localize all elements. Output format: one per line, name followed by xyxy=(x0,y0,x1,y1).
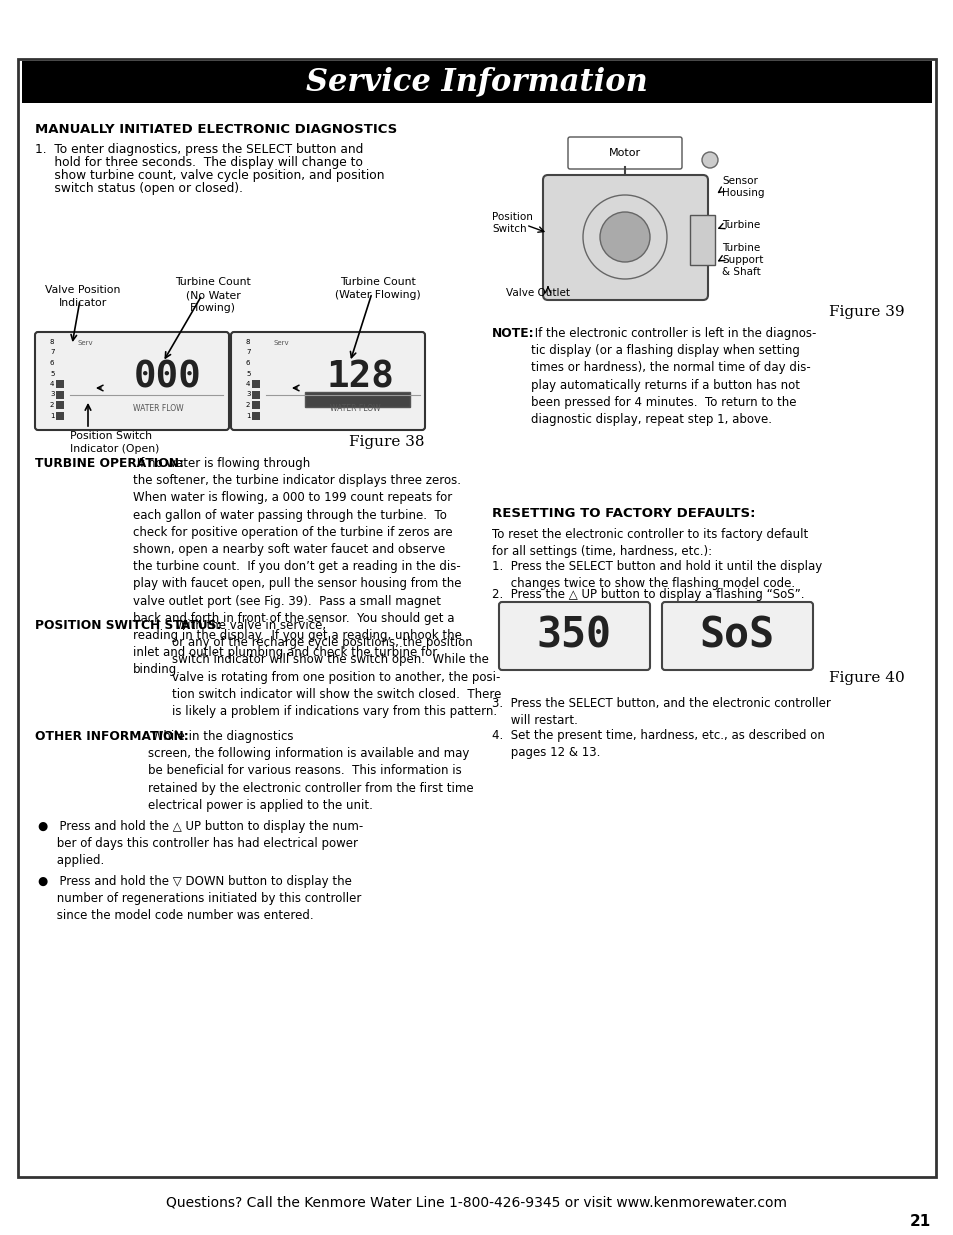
Text: 4.  Set the present time, hardness, etc., as described on
     pages 12 & 13.: 4. Set the present time, hardness, etc.,… xyxy=(492,729,824,760)
Text: Serv: Serv xyxy=(274,340,290,346)
Text: ●   Press and hold the ▽ DOWN button to display the
     number of regenerations: ● Press and hold the ▽ DOWN button to di… xyxy=(38,876,361,923)
Text: If no water is flowing through
the softener, the turbine indicator displays thre: If no water is flowing through the softe… xyxy=(132,457,461,677)
Text: 7: 7 xyxy=(246,350,251,356)
Text: 128: 128 xyxy=(326,359,394,396)
FancyBboxPatch shape xyxy=(18,59,935,1177)
Text: Sensor
Housing: Sensor Housing xyxy=(721,175,763,198)
Text: ●   Press and hold the △ UP button to display the num-
     ber of days this con: ● Press and hold the △ UP button to disp… xyxy=(38,820,363,867)
Text: 3: 3 xyxy=(246,391,251,398)
Text: 1.  To enter diagnostics, press the SELECT button and: 1. To enter diagnostics, press the SELEC… xyxy=(35,143,363,156)
Text: MANUALLY INITIATED ELECTRONIC DIAGNOSTICS: MANUALLY INITIATED ELECTRONIC DIAGNOSTIC… xyxy=(35,124,396,136)
Text: Service Information: Service Information xyxy=(306,67,647,98)
FancyBboxPatch shape xyxy=(498,601,649,671)
FancyBboxPatch shape xyxy=(661,601,812,671)
Text: WATER FLOW: WATER FLOW xyxy=(132,404,183,412)
Bar xyxy=(56,411,64,420)
Bar xyxy=(56,380,64,388)
Text: Figure 38: Figure 38 xyxy=(349,435,424,450)
Text: 6: 6 xyxy=(246,359,251,366)
Circle shape xyxy=(701,152,718,168)
Text: Turbine Count
(Water Flowing): Turbine Count (Water Flowing) xyxy=(335,277,420,300)
Bar xyxy=(689,215,714,266)
Text: OTHER INFORMATION:: OTHER INFORMATION: xyxy=(35,730,189,743)
Text: RESETTING TO FACTORY DEFAULTS:: RESETTING TO FACTORY DEFAULTS: xyxy=(492,508,755,520)
Text: 3: 3 xyxy=(50,391,54,398)
Bar xyxy=(305,391,410,408)
Text: 5: 5 xyxy=(246,370,250,377)
Bar xyxy=(252,411,260,420)
Text: 2: 2 xyxy=(246,403,250,408)
Text: With the valve in service,
or any of the recharge cycle positions, the position
: With the valve in service, or any of the… xyxy=(172,619,501,718)
Text: 000: 000 xyxy=(134,359,202,396)
Text: If the electronic controller is left in the diagnos-
tic display (or a flashing : If the electronic controller is left in … xyxy=(531,327,816,426)
Text: Turbine Count
(No Water
Flowing): Turbine Count (No Water Flowing) xyxy=(175,277,251,314)
Text: 3.  Press the SELECT button, and the electronic controller
     will restart.: 3. Press the SELECT button, and the elec… xyxy=(492,697,830,727)
Bar xyxy=(56,401,64,409)
Text: Questions? Call the Kenmore Water Line 1-800-426-9345 or visit www.kenmorewater.: Questions? Call the Kenmore Water Line 1… xyxy=(167,1195,786,1210)
Text: SoS: SoS xyxy=(699,615,774,657)
Text: 2: 2 xyxy=(50,403,54,408)
Circle shape xyxy=(599,212,649,262)
Text: switch status (open or closed).: switch status (open or closed). xyxy=(35,182,243,195)
Text: 2.  Press the △ UP button to display a flashing “SoS”.: 2. Press the △ UP button to display a fl… xyxy=(492,588,803,601)
Text: 21: 21 xyxy=(908,1214,929,1229)
Bar xyxy=(56,390,64,399)
Text: 1: 1 xyxy=(246,412,251,419)
Text: 4: 4 xyxy=(246,382,250,387)
Text: Valve Outlet: Valve Outlet xyxy=(505,288,569,298)
Text: 1: 1 xyxy=(50,412,54,419)
FancyBboxPatch shape xyxy=(542,175,707,300)
Text: Figure 39: Figure 39 xyxy=(828,305,904,319)
Text: Valve Position
Indicator: Valve Position Indicator xyxy=(45,285,121,309)
Text: Turbine
Support
& Shaft: Turbine Support & Shaft xyxy=(721,242,762,278)
Text: Serv: Serv xyxy=(78,340,93,346)
Text: Figure 40: Figure 40 xyxy=(828,671,904,685)
Text: While in the diagnostics
screen, the following information is available and may
: While in the diagnostics screen, the fol… xyxy=(148,730,473,811)
Text: hold for three seconds.  The display will change to: hold for three seconds. The display will… xyxy=(35,156,363,169)
Text: 8: 8 xyxy=(50,338,54,345)
Text: To reset the electronic controller to its factory default
for all settings (time: To reset the electronic controller to it… xyxy=(492,529,807,558)
Text: TURBINE OPERATION:: TURBINE OPERATION: xyxy=(35,457,184,471)
Text: 6: 6 xyxy=(50,359,54,366)
Text: 8: 8 xyxy=(246,338,251,345)
Text: 1.  Press the SELECT button and hold it until the display
     changes twice to : 1. Press the SELECT button and hold it u… xyxy=(492,559,821,590)
FancyBboxPatch shape xyxy=(231,332,424,430)
Text: POSITION SWITCH STATUS:: POSITION SWITCH STATUS: xyxy=(35,619,221,632)
Text: Turbine: Turbine xyxy=(721,220,760,230)
Text: show turbine count, valve cycle position, and position: show turbine count, valve cycle position… xyxy=(35,169,384,182)
Text: NOTE:: NOTE: xyxy=(492,327,534,340)
Bar xyxy=(22,61,931,103)
FancyBboxPatch shape xyxy=(567,137,681,169)
Text: WATER FLOW: WATER FLOW xyxy=(330,404,380,412)
FancyBboxPatch shape xyxy=(35,332,229,430)
Text: Motor: Motor xyxy=(608,148,640,158)
Text: 4: 4 xyxy=(50,382,54,387)
Text: 7: 7 xyxy=(50,350,54,356)
Text: Position Switch
Indicator (Open): Position Switch Indicator (Open) xyxy=(70,431,159,454)
Bar xyxy=(252,401,260,409)
Text: Position
Switch: Position Switch xyxy=(492,211,533,235)
Text: 350: 350 xyxy=(536,615,611,657)
Text: 5: 5 xyxy=(50,370,54,377)
Bar xyxy=(252,390,260,399)
Bar xyxy=(252,380,260,388)
